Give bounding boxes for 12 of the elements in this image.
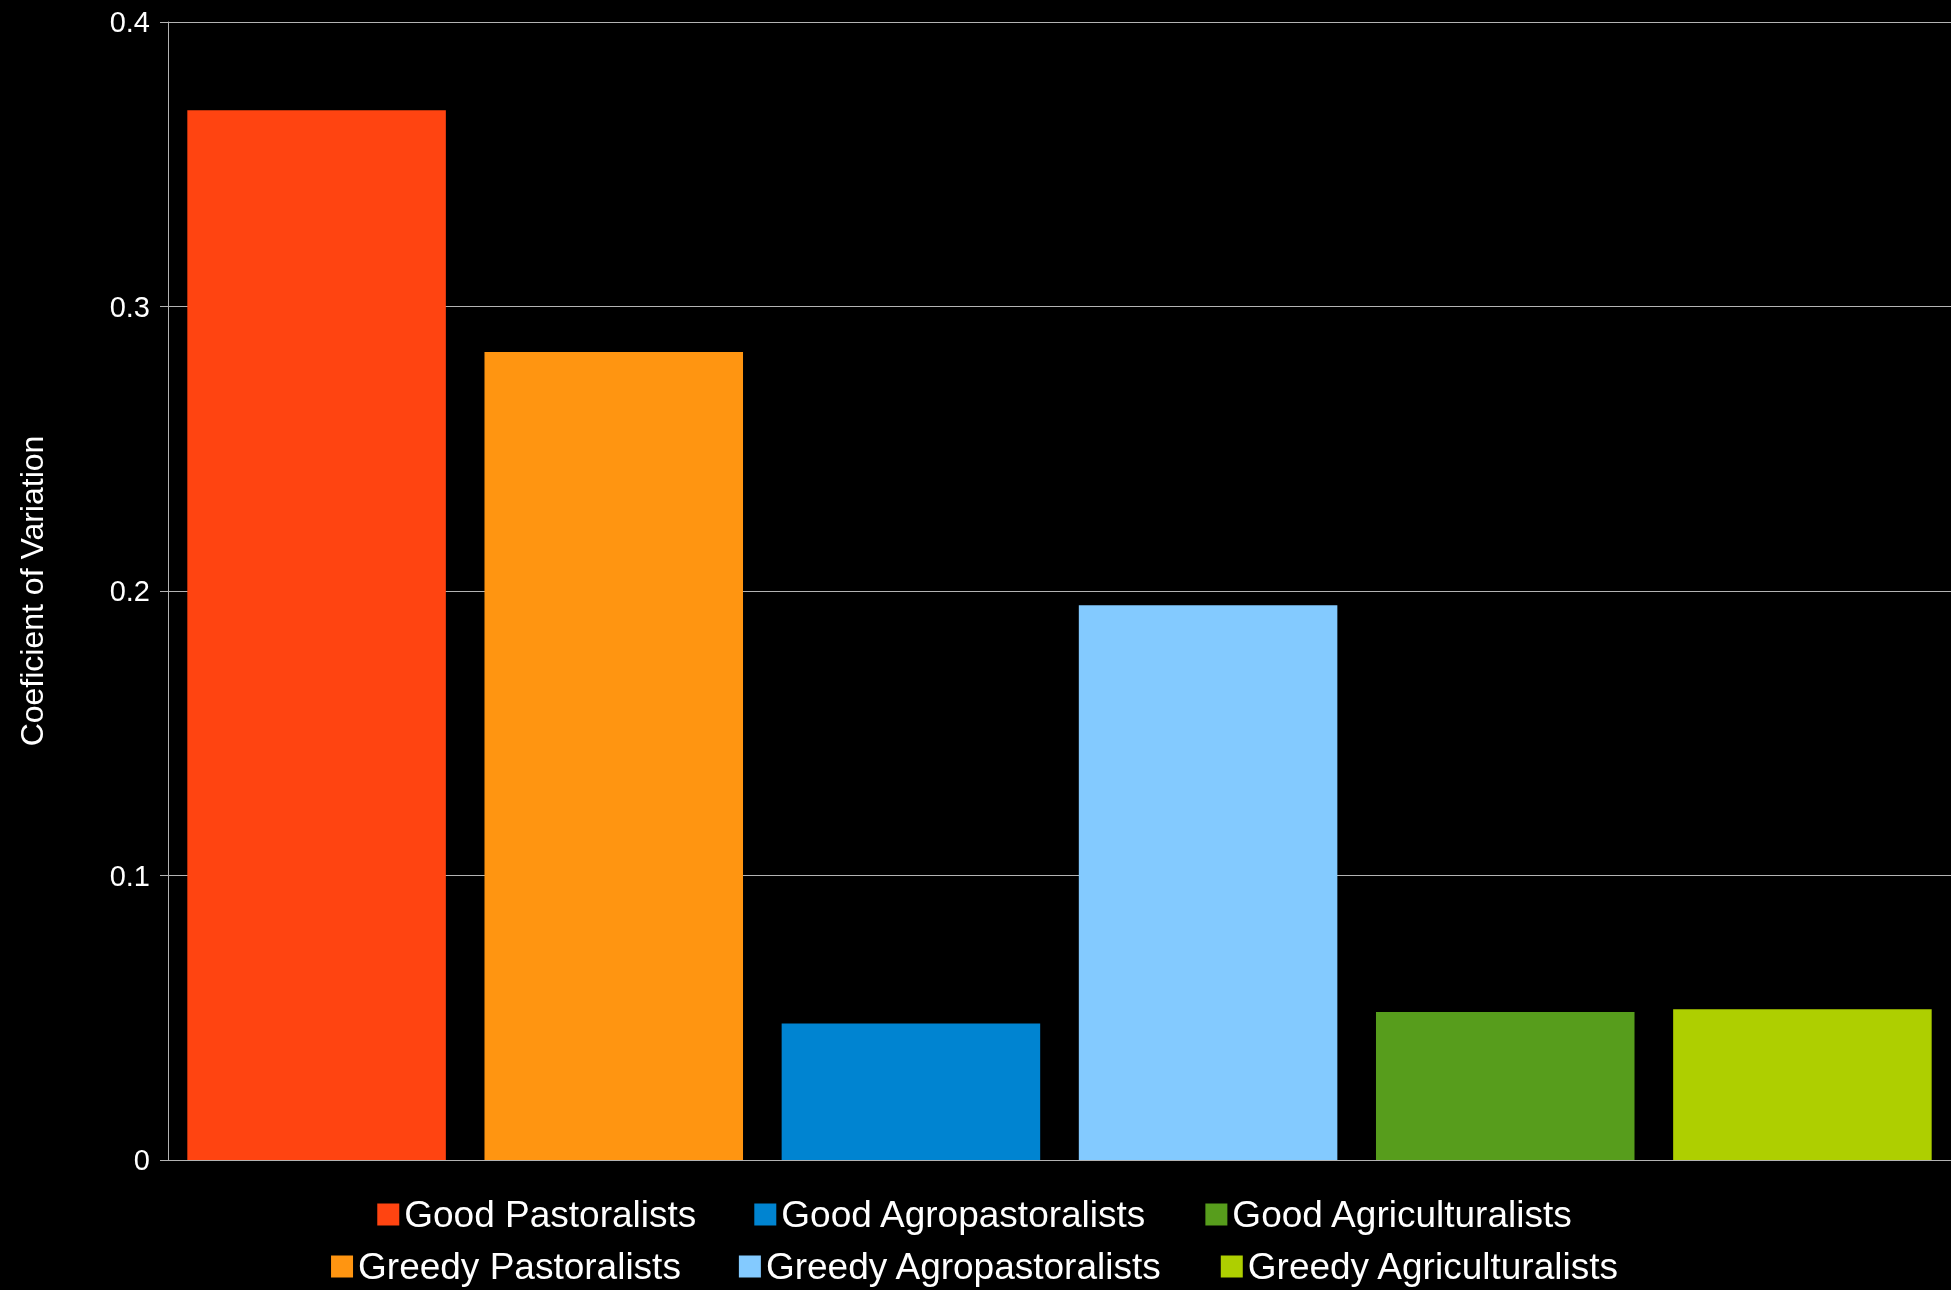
y-tick-label: 0.4 <box>109 6 150 38</box>
y-tick-label: 0.3 <box>109 290 150 323</box>
y-axis-title: Coeficient of Variation <box>14 435 50 747</box>
y-tick-label: 0 <box>133 1144 150 1176</box>
legend-label: Greedy Pastoralists <box>358 1246 681 1287</box>
legend-label: Good Pastoralists <box>404 1194 697 1235</box>
legend-label: Greedy Agriculturalists <box>1247 1246 1618 1287</box>
y-tick-label: 0.1 <box>109 859 150 892</box>
legend-label: Good Agriculturalists <box>1232 1194 1572 1235</box>
legend-label: Greedy Agropastoralists <box>765 1246 1161 1287</box>
legend-label: Good Agropastoralists <box>781 1194 1146 1235</box>
y-tick-label: 0.2 <box>109 575 150 607</box>
